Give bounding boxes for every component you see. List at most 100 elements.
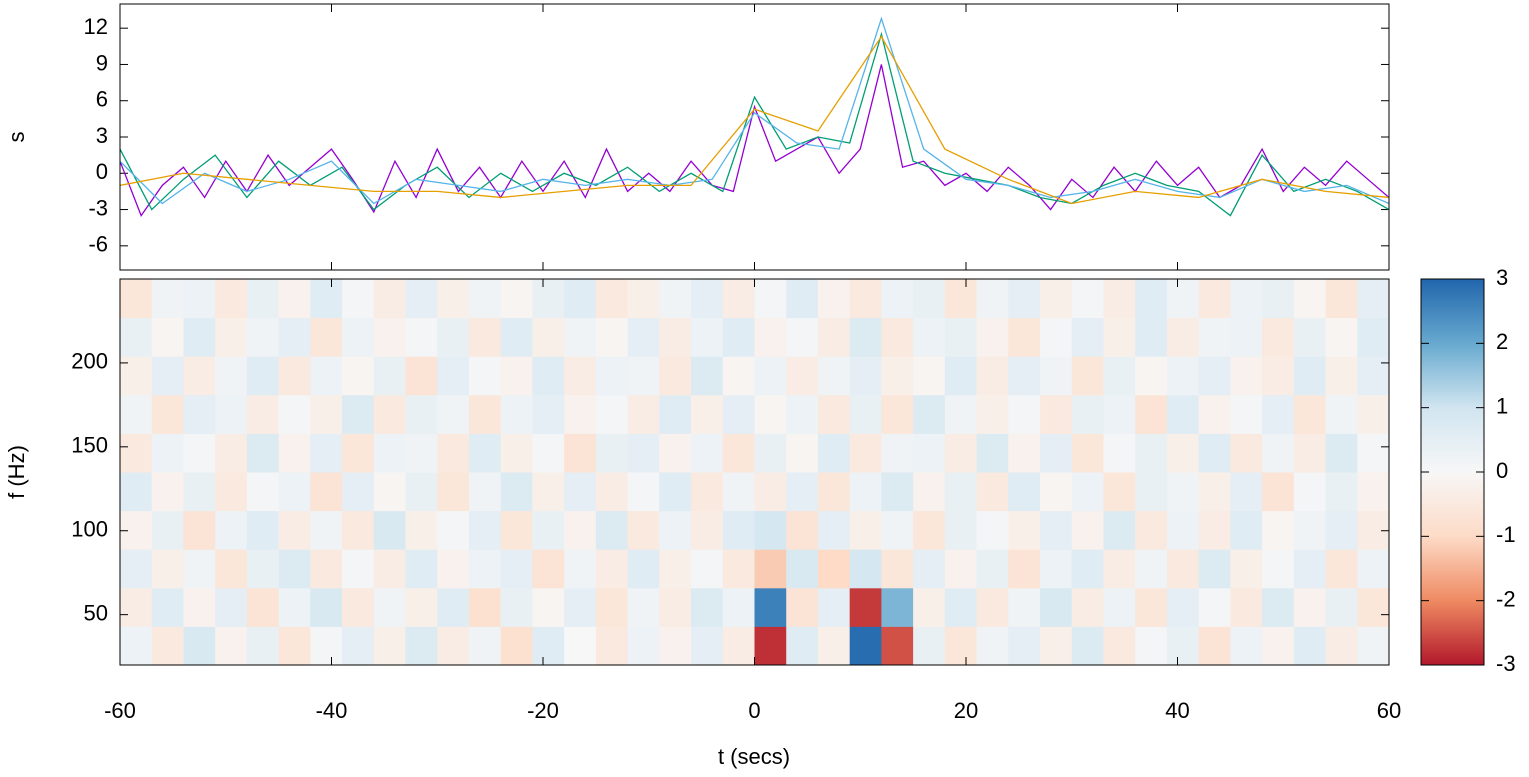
heatmap-cell <box>1135 317 1168 357</box>
heatmap-cell <box>1040 394 1073 434</box>
heatmap-cell <box>120 279 153 319</box>
heatmap-cell <box>1135 356 1168 396</box>
heatmap-cell <box>151 317 184 357</box>
heatmap-cell <box>468 587 502 627</box>
heatmap-cell <box>913 356 946 396</box>
heatmap-cell <box>595 279 629 319</box>
heatmap-cell <box>342 317 375 357</box>
heatmap-cell <box>405 279 438 319</box>
heatmap-cell <box>1325 433 1358 473</box>
heatmap-cell <box>722 433 755 473</box>
heatmap-cell <box>1357 510 1390 550</box>
heatmap-cell <box>849 433 882 473</box>
heatmap-cell <box>722 394 755 434</box>
heatmap-cell <box>215 587 248 627</box>
x-tick-label: -60 <box>104 698 136 723</box>
heatmap-cell <box>278 549 311 589</box>
heatmap-cell <box>849 317 882 357</box>
heatmap-cell <box>944 279 978 319</box>
heatmap-cell <box>500 472 533 512</box>
heatmap-cell <box>310 279 343 319</box>
heatmap-cell <box>786 433 819 473</box>
heatmap-cell <box>944 317 978 357</box>
heatmap-cell <box>1040 472 1073 512</box>
heatmap-cell <box>595 626 629 666</box>
heatmap-cell <box>405 317 438 357</box>
heatmap-cell <box>183 626 216 666</box>
heatmap-cell <box>437 549 470 589</box>
heatmap-cell <box>1103 356 1136 396</box>
heatmap-cell <box>913 433 946 473</box>
heatmap-cell <box>1293 472 1327 512</box>
heatmap-cell <box>1040 626 1073 666</box>
heatmap-cell <box>1103 433 1136 473</box>
heatmap-cell <box>1230 587 1263 627</box>
y-tick-label: 50 <box>84 600 108 625</box>
heatmap-cell <box>500 394 533 434</box>
heatmap-cell <box>405 433 438 473</box>
heatmap-cell <box>183 472 216 512</box>
heatmap-cell <box>564 279 597 319</box>
heatmap-cell <box>532 510 565 550</box>
heatmap-cell <box>310 626 343 666</box>
heatmap-cell <box>1262 587 1295 627</box>
heatmap-cell <box>246 394 280 434</box>
heatmap-cell <box>437 587 470 627</box>
heatmap-cell <box>342 626 375 666</box>
heatmap-cell <box>627 472 660 512</box>
heatmap-cell <box>817 317 851 357</box>
heatmap-cell <box>976 510 1009 550</box>
heatmap-cell <box>278 433 311 473</box>
heatmap-cell <box>722 587 755 627</box>
heatmap-cell <box>944 626 978 666</box>
heatmap-cell <box>1071 626 1104 666</box>
heatmap-cell <box>1357 549 1390 589</box>
heatmap-cell <box>373 317 407 357</box>
heatmap-cell <box>1293 356 1327 396</box>
heatmap-cell <box>976 472 1009 512</box>
heatmap-cell <box>913 549 946 589</box>
heatmap-cell <box>278 317 311 357</box>
heatmap-cell <box>1135 587 1168 627</box>
heatmap-cell <box>342 472 375 512</box>
heatmap-cell <box>1040 317 1073 357</box>
heatmap-cell <box>437 279 470 319</box>
heatmap-cell <box>1230 279 1263 319</box>
heatmap-cell <box>976 587 1009 627</box>
heatmap-cell <box>468 549 502 589</box>
heatmap-cell <box>246 356 280 396</box>
heatmap-cell <box>976 549 1009 589</box>
heatmap-cell <box>786 510 819 550</box>
heatmap-cell <box>1166 549 1200 589</box>
heatmap-cell <box>246 472 280 512</box>
colorbar-tick-label: -2 <box>1496 586 1516 611</box>
heatmap-cell <box>215 356 248 396</box>
heatmap-cell <box>881 433 914 473</box>
heatmap-cell <box>342 433 375 473</box>
heatmap-cell <box>1166 472 1200 512</box>
heatmap-cell <box>1071 433 1104 473</box>
heatmap-cell <box>405 472 438 512</box>
heatmap-cell <box>627 626 660 666</box>
heatmap-cell <box>278 587 311 627</box>
heatmap-cell <box>215 472 248 512</box>
heatmap-cell <box>1198 510 1231 550</box>
heatmap-cell <box>532 626 565 666</box>
heatmap-cell <box>564 356 597 396</box>
heatmap-cell <box>120 626 153 666</box>
heatmap-cell <box>532 394 565 434</box>
heatmap-cell <box>468 626 502 666</box>
heatmap-cell <box>342 510 375 550</box>
heatmap-cell <box>246 279 280 319</box>
heatmap-cell <box>120 356 153 396</box>
heatmap-cell <box>1293 394 1327 434</box>
heatmap-cell <box>1325 394 1358 434</box>
heatmap-cell <box>1357 626 1390 666</box>
heatmap-cell <box>1103 317 1136 357</box>
x-tick-label: 40 <box>1165 698 1189 723</box>
heatmap-cell <box>373 356 407 396</box>
heatmap-cell <box>1008 394 1041 434</box>
heatmap-cell <box>1262 472 1295 512</box>
heatmap-cell <box>278 394 311 434</box>
heatmap-cell <box>437 472 470 512</box>
